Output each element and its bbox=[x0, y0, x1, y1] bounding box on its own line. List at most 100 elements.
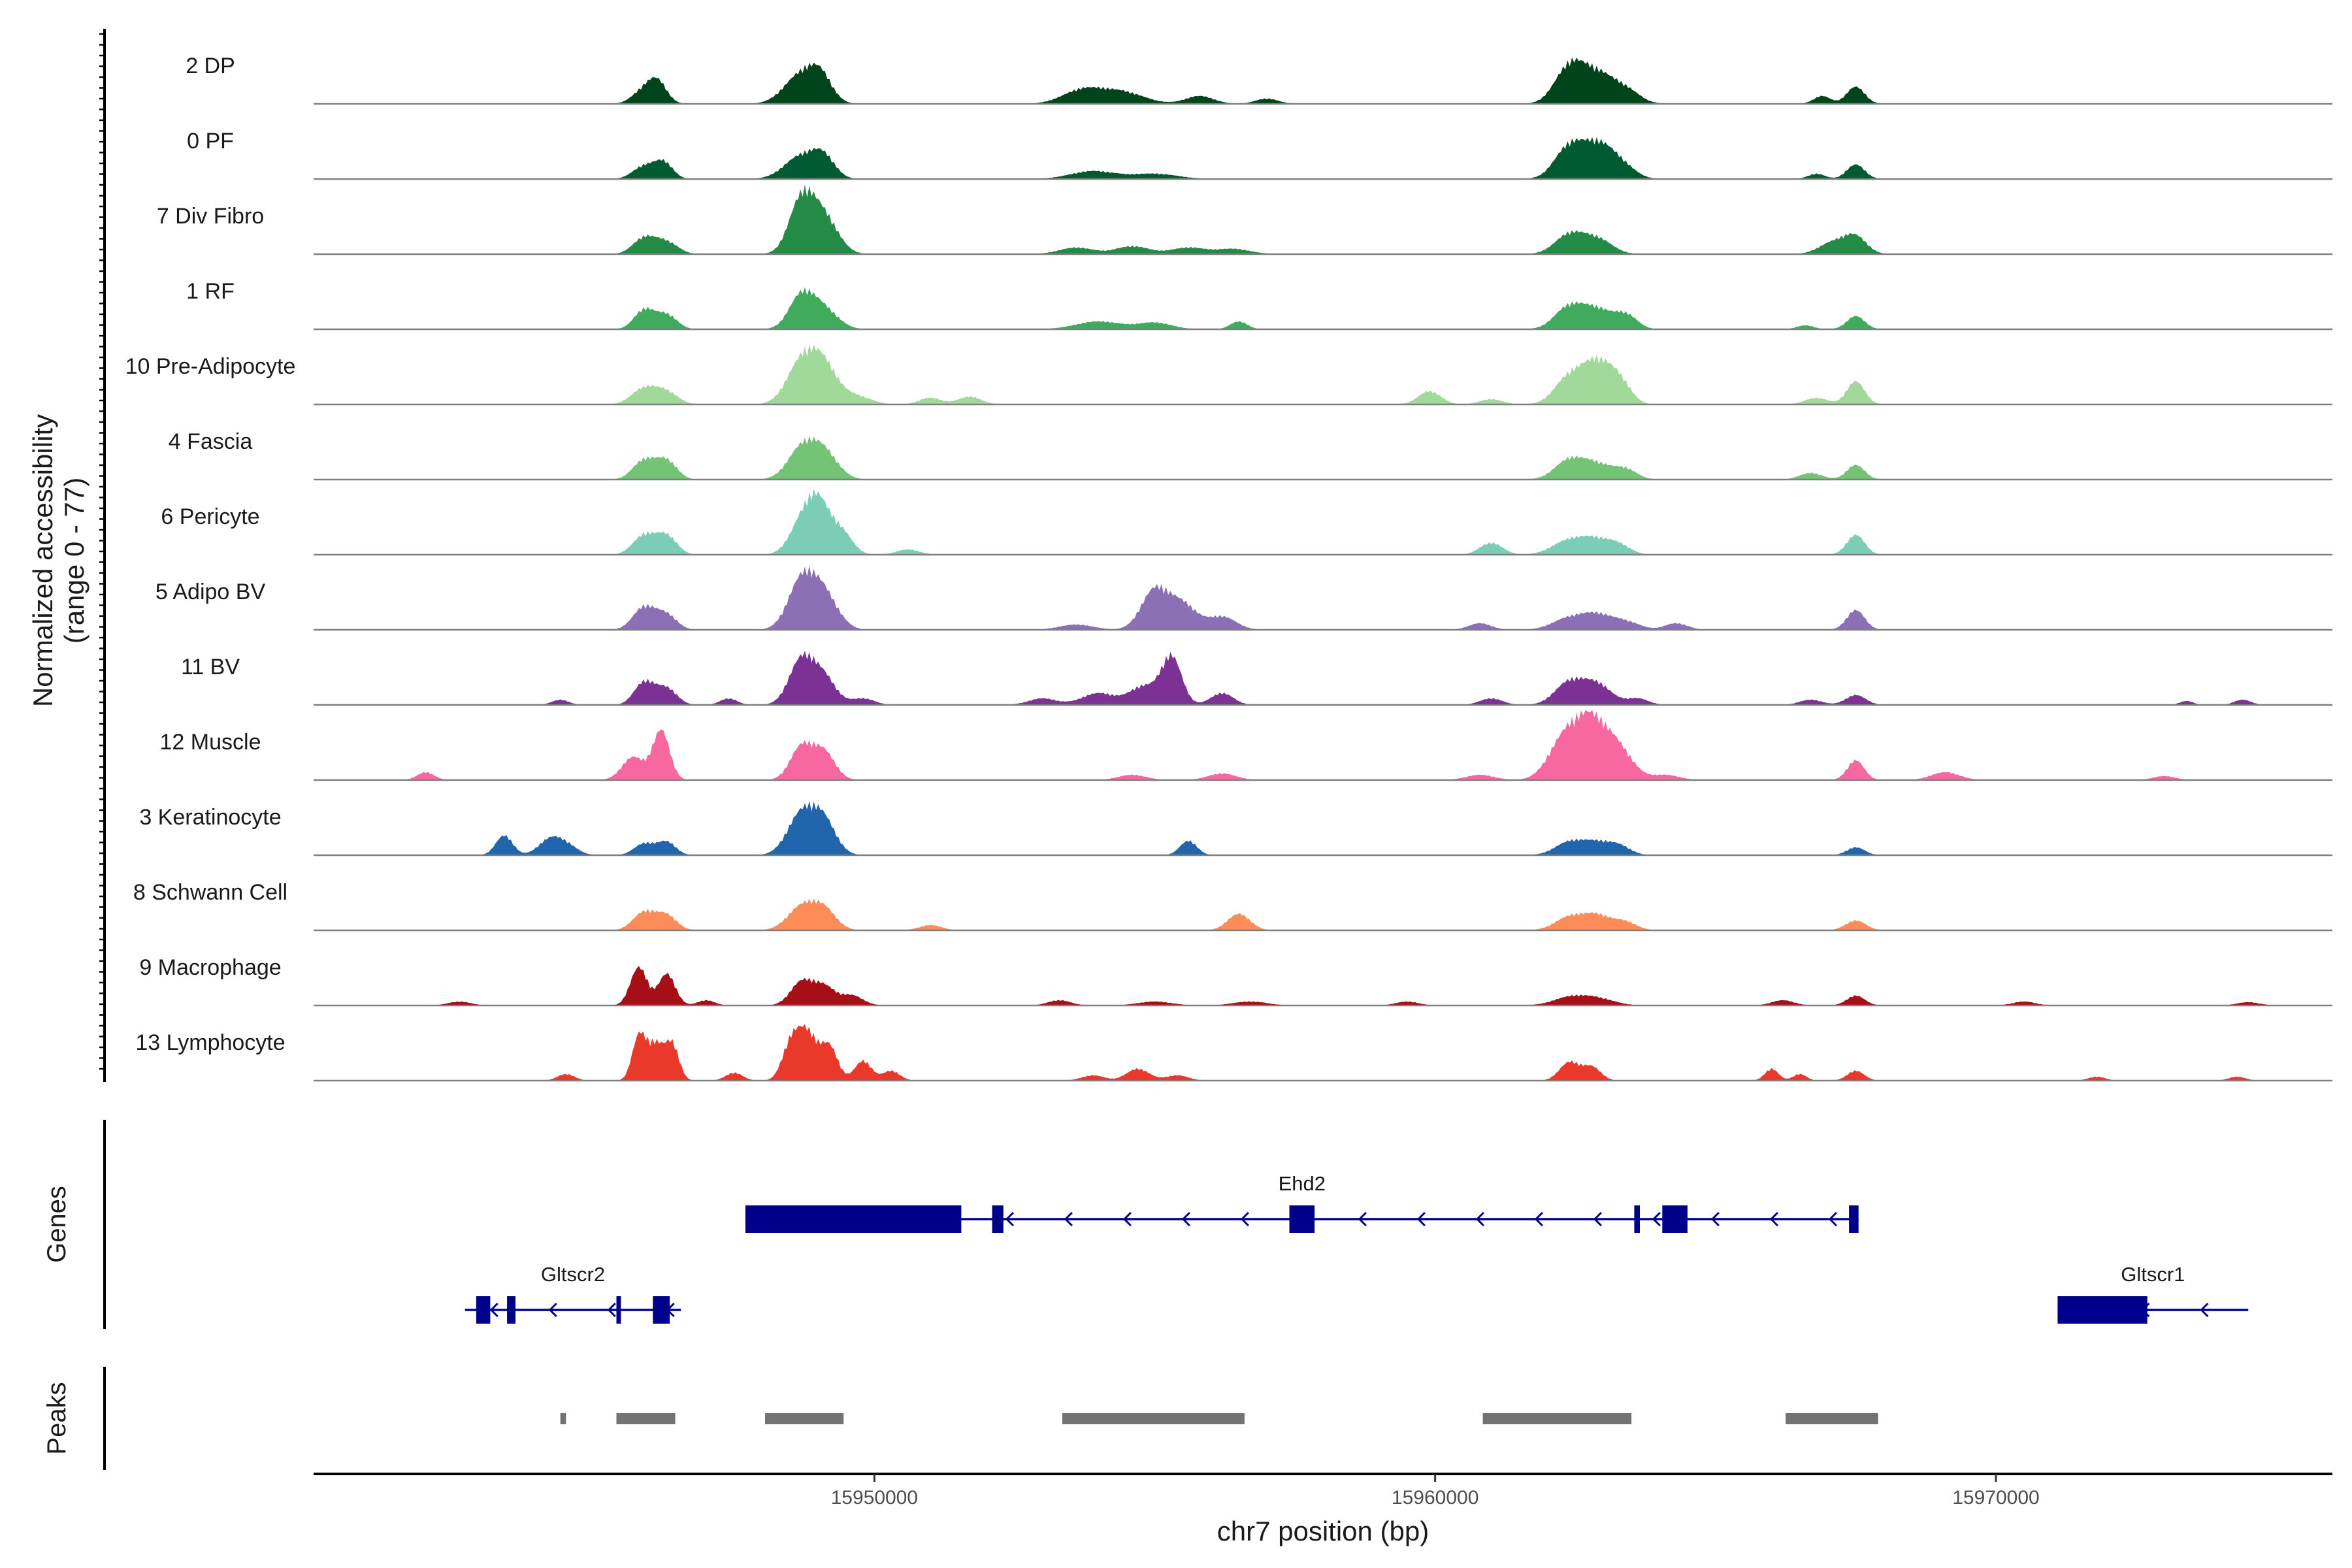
strand-arrow-icon bbox=[1534, 1211, 1543, 1227]
gene-exon-gltscr1 bbox=[2057, 1296, 2148, 1324]
strand-arrow-icon bbox=[1416, 1211, 1426, 1227]
track-label-8-schwann-cell: 8 Schwann Cell bbox=[133, 880, 287, 905]
x-axis: 15950000 15960000 15970000 chr7 position (… bbox=[314, 1473, 2332, 1546]
coverage-panel: 2 DP 0 PF 7 Div Fibro 1 RF 10 Pre-Adipocyte 4… bbox=[27, 29, 2332, 1082]
strand-arrow-icon bbox=[1828, 1211, 1837, 1227]
strand-arrow-icon bbox=[548, 1302, 557, 1318]
strand-arrow-icon bbox=[1122, 1211, 1132, 1227]
track-label-2-dp: 2 DP bbox=[186, 54, 235, 78]
track-label-12-muscle: 12 Muscle bbox=[160, 730, 261, 755]
peaks-panel: Peaks bbox=[42, 1367, 1878, 1470]
track-9-macrophage: 9 Macrophage bbox=[139, 955, 2332, 1007]
coverage-area-8-schwann-cell bbox=[314, 898, 2332, 930]
strand-arrow-icon bbox=[607, 1302, 616, 1318]
track-1-rf: 1 RF bbox=[186, 279, 2332, 331]
gene-exon-ehd2 bbox=[992, 1205, 1004, 1233]
gene-gltscr2: Gltscr2 bbox=[465, 1263, 681, 1324]
track-label-1-rf: 1 RF bbox=[186, 279, 235, 304]
track-10-pre-adipocyte: 10 Pre-Adipocyte bbox=[125, 344, 2332, 406]
coverage-area-7-div-fibro bbox=[314, 184, 2332, 254]
peak-region bbox=[1482, 1413, 1632, 1424]
coverage-tracks: 2 DP 0 PF 7 Div Fibro 1 RF 10 Pre-Adipocyte 4… bbox=[125, 54, 2332, 1082]
track-label-0-pf: 0 PF bbox=[187, 129, 234, 154]
y-axis-range-label: (range 0 - 77) bbox=[59, 478, 90, 644]
strand-arrow-icon bbox=[1475, 1211, 1484, 1227]
track-11-bv: 11 BV bbox=[181, 651, 2332, 706]
strand-arrow-icon bbox=[2200, 1302, 2209, 1318]
coverage-area-4-fascia bbox=[314, 436, 2332, 480]
gene-exon-gltscr2 bbox=[507, 1296, 515, 1324]
peak-region bbox=[560, 1413, 566, 1424]
strand-arrow-icon bbox=[1005, 1211, 1014, 1227]
gene-label-gltscr1: Gltscr1 bbox=[2121, 1263, 2185, 1286]
track-0-pf: 0 PF bbox=[187, 129, 2332, 180]
track-5-adipo-bv: 5 Adipo BV bbox=[155, 565, 2332, 631]
track-3-keratinocyte: 3 Keratinocyte bbox=[139, 801, 2332, 857]
peak-regions bbox=[560, 1413, 1878, 1424]
gene-exon-gltscr2 bbox=[476, 1296, 491, 1324]
track-13-lymphocyte: 13 Lymphocyte bbox=[135, 1024, 2332, 1082]
coverage-area-13-lymphocyte bbox=[314, 1024, 2332, 1081]
coverage-area-9-macrophage bbox=[314, 966, 2332, 1005]
gene-exon-ehd2 bbox=[1662, 1205, 1688, 1233]
strand-arrow-icon bbox=[1593, 1211, 1602, 1227]
track-label-11-bv: 11 BV bbox=[181, 655, 240, 679]
peak-region bbox=[616, 1413, 676, 1424]
track-label-3-keratinocyte: 3 Keratinocyte bbox=[139, 805, 281, 830]
x-tick-label: 15960000 bbox=[1392, 1487, 1478, 1509]
peak-region bbox=[765, 1413, 844, 1424]
gene-label-gltscr2: Gltscr2 bbox=[541, 1263, 605, 1286]
coverage-area-6-pericyte bbox=[314, 489, 2332, 555]
strand-arrow-icon bbox=[1358, 1211, 1367, 1227]
coverage-area-2-dp bbox=[314, 57, 2332, 104]
gene-exon-ehd2 bbox=[745, 1205, 962, 1233]
strand-arrow-icon bbox=[1710, 1211, 1720, 1227]
track-2-dp: 2 DP bbox=[186, 54, 2332, 105]
coverage-area-10-pre-adipocyte bbox=[314, 344, 2332, 404]
track-8-schwann-cell: 8 Schwann Cell bbox=[133, 880, 2332, 932]
gene-exon-gltscr2 bbox=[616, 1296, 621, 1324]
track-label-9-macrophage: 9 Macrophage bbox=[139, 955, 281, 980]
track-label-6-pericyte: 6 Pericyte bbox=[161, 504, 259, 529]
y-axis-title: Normalized accessibility bbox=[27, 414, 58, 707]
peak-region bbox=[1786, 1413, 1878, 1424]
track-4-fascia: 4 Fascia bbox=[169, 429, 2332, 481]
gene-gltscr1: Gltscr1 bbox=[2057, 1263, 2249, 1324]
strand-arrow-icon bbox=[489, 1302, 498, 1318]
coverage-area-11-bv bbox=[314, 651, 2332, 705]
gene-exon-ehd2 bbox=[1289, 1205, 1315, 1233]
track-label-4-fascia: 4 Fascia bbox=[169, 429, 253, 454]
gene-label-ehd2: Ehd2 bbox=[1279, 1172, 1326, 1195]
track-label-7-div-fibro: 7 Div Fibro bbox=[157, 204, 264, 229]
track-12-muscle: 12 Muscle bbox=[160, 710, 2332, 781]
gene-models: Ehd2 Gltscr2 Gltscr1 bbox=[465, 1172, 2249, 1324]
peaks-panel-title: Peaks bbox=[42, 1382, 71, 1454]
coverage-y-axis-ticks bbox=[99, 33, 105, 1070]
x-tick-label: 15970000 bbox=[1952, 1487, 2039, 1509]
gene-ehd2: Ehd2 bbox=[745, 1172, 1859, 1233]
track-6-pericyte: 6 Pericyte bbox=[161, 489, 2332, 556]
strand-arrow-icon bbox=[1240, 1211, 1249, 1227]
x-axis-ticks: 15950000 15960000 15970000 bbox=[831, 1474, 2040, 1509]
genes-panel-title: Genes bbox=[42, 1186, 71, 1263]
x-axis-title: chr7 position (bp) bbox=[1217, 1516, 1429, 1546]
coverage-area-3-keratinocyte bbox=[314, 801, 2332, 855]
gene-exon-ehd2 bbox=[1849, 1205, 1859, 1233]
gene-exon-ehd2 bbox=[1634, 1205, 1640, 1233]
strand-arrow-icon bbox=[1769, 1211, 1778, 1227]
coverage-area-12-muscle bbox=[314, 710, 2332, 780]
genes-panel: Genes Ehd2 Gltscr2 Gltscr1 bbox=[42, 1120, 2249, 1329]
peak-region bbox=[1062, 1413, 1245, 1424]
coverage-area-5-adipo-bv bbox=[314, 565, 2332, 630]
strand-arrow-icon bbox=[1181, 1211, 1190, 1227]
strand-arrow-icon bbox=[1652, 1211, 1661, 1227]
coverage-area-1-rf bbox=[314, 287, 2332, 329]
track-label-10-pre-adipocyte: 10 Pre-Adipocyte bbox=[125, 354, 296, 379]
x-tick-label: 15950000 bbox=[831, 1487, 918, 1509]
track-label-5-adipo-bv: 5 Adipo BV bbox=[155, 580, 266, 604]
track-label-13-lymphocyte: 13 Lymphocyte bbox=[135, 1030, 285, 1055]
track-7-div-fibro: 7 Div Fibro bbox=[157, 184, 2332, 255]
coverage-area-0-pf bbox=[314, 137, 2332, 179]
